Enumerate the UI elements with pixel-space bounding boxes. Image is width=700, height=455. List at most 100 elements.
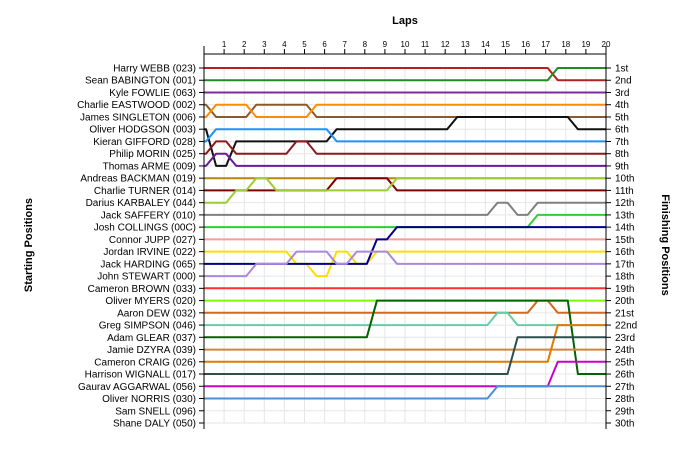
- finish-position-label: 3rd: [615, 88, 629, 99]
- finish-position-label: 9th: [615, 161, 629, 172]
- y-axis-label-left: Starting Positions: [23, 198, 35, 292]
- driver-series-line: [204, 311, 606, 327]
- start-driver-label: Kieran GIFFORD (028): [93, 137, 196, 148]
- driver-series-line: [204, 250, 606, 278]
- grid-layer: [204, 67, 607, 424]
- finish-position-label: 22nd: [615, 321, 637, 332]
- finish-position-label: 20th: [615, 296, 634, 307]
- start-driver-label: Harry WEBB (023): [113, 64, 196, 75]
- finish-position-label: 4th: [615, 100, 629, 111]
- driver-series-line: [204, 385, 606, 400]
- lap-tick-label: 19: [581, 40, 590, 49]
- start-driver-label: Darius KARBALEY (044): [86, 198, 196, 209]
- lap-tick-label: 12: [441, 40, 450, 49]
- driver-series-line: [204, 336, 606, 375]
- start-driver-label: Shane DALY (050): [113, 419, 196, 430]
- lap-tick-label: 20: [602, 40, 611, 49]
- start-driver-label: Andreas BACKMAN (019): [80, 174, 196, 185]
- driver-series-line: [204, 324, 606, 363]
- lap-tick-label: 1: [222, 40, 227, 49]
- finish-position-label: 2nd: [615, 76, 632, 87]
- lap-tick-label: 8: [363, 40, 368, 49]
- lap-tick-label: 7: [342, 40, 347, 49]
- finish-position-label: 26th: [615, 370, 634, 381]
- driver-series-line: [204, 299, 606, 375]
- lap-tick-label: 13: [461, 40, 470, 49]
- lap-tick-label: 11: [421, 40, 430, 49]
- finish-position-label: 17th: [615, 259, 634, 270]
- finish-position-label: 14th: [615, 223, 634, 234]
- driver-series-line: [204, 177, 606, 204]
- finish-position-label: 25th: [615, 357, 634, 368]
- start-driver-label: Thomas ARME (009): [103, 161, 196, 172]
- chart-title: Laps: [392, 15, 418, 27]
- finish-position-label: 21st: [615, 308, 634, 319]
- finish-position-label: 5th: [615, 112, 629, 123]
- driver-series-line: [204, 128, 606, 143]
- lap-tick-label: 16: [521, 40, 530, 49]
- finish-position-label: 7th: [615, 137, 629, 148]
- start-driver-label: Jack HARDING (065): [100, 259, 196, 270]
- finish-position-label: 30th: [615, 419, 634, 430]
- start-driver-label: Cameron BROWN (033): [88, 284, 196, 295]
- lap-tick-label: 15: [501, 40, 510, 49]
- lap-tick-label: 17: [541, 40, 550, 49]
- finish-position-label: 12th: [615, 198, 634, 209]
- driver-series-line: [204, 201, 606, 216]
- lap-tick-label: 9: [383, 40, 388, 49]
- driver-series-line: [204, 103, 606, 118]
- start-driver-label: Kyle FOWLIE (063): [109, 88, 196, 99]
- y-axis-label-right: Finishing Positions: [659, 194, 671, 295]
- finish-position-label: 15th: [615, 235, 634, 246]
- lap-tick-label: 5: [302, 40, 307, 49]
- start-driver-label: Oliver NORRIS (030): [102, 394, 196, 405]
- start-driver-label: Harrison WIGNALL (017): [85, 370, 196, 381]
- start-driver-label: Sean BABINGTON (001): [85, 76, 196, 87]
- finish-position-label: 13th: [615, 210, 634, 221]
- lap-tick-label: 14: [481, 40, 490, 49]
- start-driver-label: Oliver HODGSON (003): [89, 125, 196, 136]
- finish-position-label: 1st: [615, 64, 629, 75]
- start-driver-label: Jack SAFFERY (010): [101, 210, 196, 221]
- finish-position-label: 6th: [615, 125, 629, 136]
- lap-tick-label: 10: [401, 40, 410, 49]
- finish-position-label: 18th: [615, 272, 634, 283]
- driver-series-line: [204, 116, 606, 167]
- start-driver-label: Charlie EASTWOOD (002): [77, 100, 196, 111]
- finish-position-label: 27th: [615, 382, 634, 393]
- finish-position-label: 28th: [615, 394, 634, 405]
- driver-series-line: [204, 360, 606, 388]
- start-driver-label: Greg SIMPSON (046): [99, 321, 196, 332]
- start-driver-label: Jamie DZYRA (039): [107, 345, 196, 356]
- start-driver-label: Charlie TURNER (014): [94, 186, 196, 197]
- start-driver-label: Adam GLEAR (037): [107, 333, 196, 344]
- start-driver-label: Josh COLLINGS (00C): [94, 223, 196, 234]
- driver-series-line: [204, 140, 606, 155]
- start-driver-label: Oliver MYERS (020): [105, 296, 196, 307]
- lap-tick-label: 18: [561, 40, 570, 49]
- lap-tick-label: 4: [282, 40, 287, 49]
- start-driver-label: John STEWART (000): [97, 272, 196, 283]
- driver-series-line: [204, 67, 606, 82]
- series-layer: [204, 67, 606, 400]
- start-driver-label: Gaurav AGGARWAL (056): [78, 382, 196, 393]
- finish-position-label: 24th: [615, 345, 634, 356]
- driver-series-line: [204, 152, 606, 167]
- lap-tick-label: 3: [262, 40, 267, 49]
- finish-position-label: 23rd: [615, 333, 635, 344]
- start-driver-label: Sam SNELL (096): [115, 406, 196, 417]
- start-driver-label: Connor JUPP (027): [109, 235, 196, 246]
- finish-position-label: 11th: [615, 186, 634, 197]
- lap-tick-label: 6: [322, 40, 327, 49]
- finish-position-label: 16th: [615, 247, 634, 258]
- lap-tick-label: 2: [242, 40, 247, 49]
- finish-position-label: 29th: [615, 406, 634, 417]
- finish-position-label: 10th: [615, 174, 634, 185]
- start-driver-label: Aaron DEW (032): [117, 308, 196, 319]
- finish-position-label: 8th: [615, 149, 629, 160]
- driver-series-line: [204, 67, 606, 82]
- start-driver-label: Jordan IRVINE (022): [103, 247, 196, 258]
